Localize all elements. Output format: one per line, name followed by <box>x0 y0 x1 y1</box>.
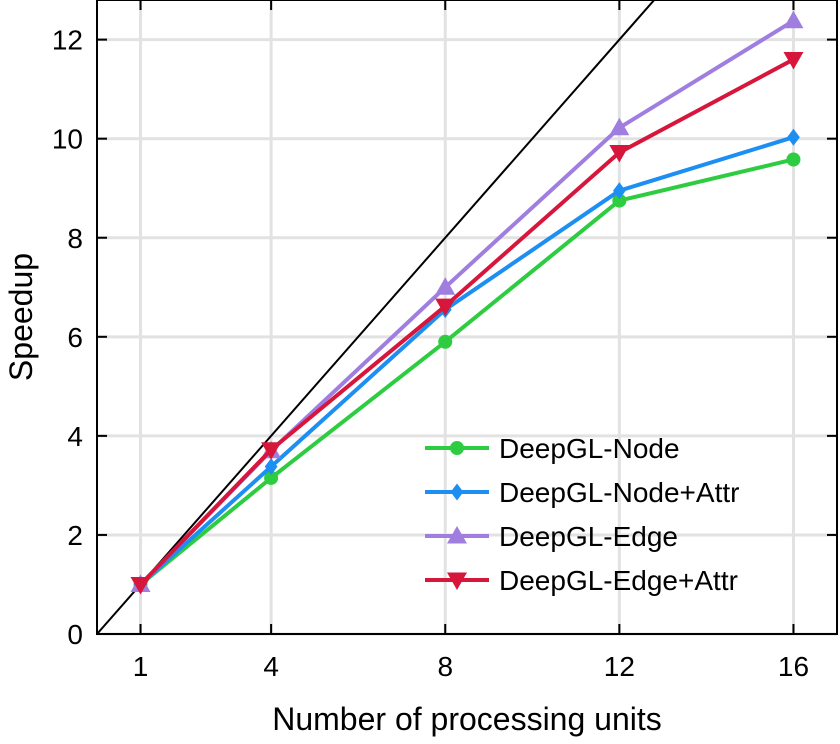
series-1 <box>134 128 800 593</box>
series-group <box>130 10 804 595</box>
data-point-1-3 <box>612 182 626 200</box>
x-tick-label-8: 8 <box>437 651 453 682</box>
data-point-3-1 <box>261 442 282 460</box>
series-line-1 <box>139 135 795 586</box>
x-tick-label-4: 4 <box>263 651 279 682</box>
data-point-3-0 <box>130 576 151 595</box>
y-axis-label: Speedup <box>3 253 39 381</box>
series-3 <box>130 51 804 595</box>
y-tick-label-4: 4 <box>67 421 83 452</box>
ideal-speedup-line <box>97 0 656 634</box>
data-point-2-4 <box>783 10 804 29</box>
legend-label-0: DeepGL-Node <box>499 433 680 464</box>
data-point-1-4 <box>787 128 800 146</box>
series-line-0 <box>139 157 794 587</box>
legend-marker-3 <box>447 572 467 590</box>
plot-frame <box>96 0 838 635</box>
data-point-0-2 <box>438 334 453 349</box>
data-point-3-4 <box>783 51 804 70</box>
data-point-0-1 <box>264 470 279 485</box>
legend-label-2: DeepGL-Edge <box>499 521 678 552</box>
legend-item-3: DeepGL-Edge+Attr <box>425 565 738 596</box>
data-point-3-2 <box>435 298 456 317</box>
legend-label-1: DeepGL-Node+Attr <box>499 477 739 508</box>
data-point-2-2 <box>435 277 456 295</box>
legend-label-3: DeepGL-Edge+Attr <box>499 565 738 596</box>
data-point-1-1 <box>264 458 278 476</box>
legend-marker-1 <box>450 483 464 501</box>
y-tick-label-8: 8 <box>67 223 83 254</box>
legend-item-0: DeepGL-Node <box>425 433 680 464</box>
legend-item-1: DeepGL-Node+Attr <box>425 477 739 508</box>
data-point-3-3 <box>609 145 630 163</box>
x-tick-label-1: 1 <box>133 651 149 682</box>
y-tick-label-6: 6 <box>67 322 83 353</box>
legend-item-2: DeepGL-Edge <box>425 521 678 552</box>
y-tick-label-0: 0 <box>67 619 83 650</box>
y-tick-label-12: 12 <box>52 25 83 56</box>
x-tick-label-16: 16 <box>778 651 809 682</box>
series-0 <box>133 152 801 592</box>
legend-marker-0 <box>450 441 464 455</box>
data-point-0-3 <box>612 193 627 208</box>
data-point-0-4 <box>786 152 801 167</box>
axis-ticks: 1 4 8 12 16 0 2 4 6 8 10 12 <box>52 0 837 682</box>
y-tick-label-10: 10 <box>52 124 83 155</box>
y-tick-label-2: 2 <box>67 520 83 551</box>
reference-line-group <box>97 0 656 634</box>
x-axis-label: Number of processing units <box>272 701 662 737</box>
x-tick-label-12: 12 <box>604 651 635 682</box>
legend: DeepGL-Node DeepGL-Node+Attr DeepGL-Edge De… <box>425 433 739 596</box>
legend-marker-2 <box>447 526 467 544</box>
data-point-2-3 <box>609 117 630 136</box>
